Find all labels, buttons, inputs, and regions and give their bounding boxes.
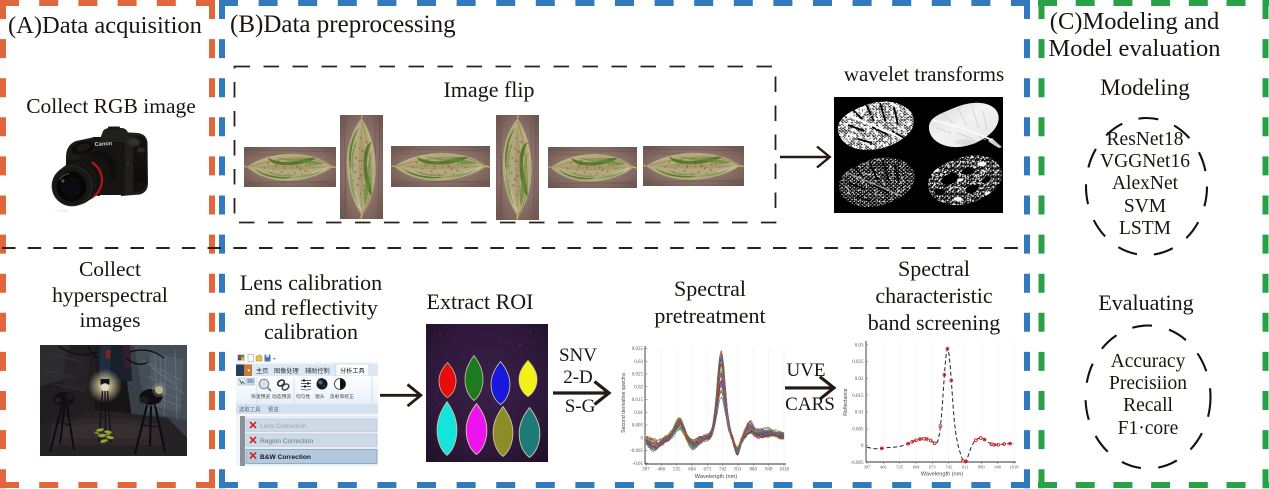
svg-text:742: 742: [719, 468, 727, 473]
svg-text:397: 397: [642, 468, 650, 473]
svg-text:0.03: 0.03: [634, 360, 643, 365]
svg-text:0.005: 0.005: [852, 427, 864, 432]
svg-text:535: 535: [673, 468, 681, 473]
svg-text:0.025: 0.025: [632, 373, 644, 378]
svg-text:535: 535: [896, 465, 903, 470]
svg-text:-0.005: -0.005: [630, 449, 643, 454]
svg-text:1018: 1018: [1010, 465, 1020, 470]
svg-text:0.005: 0.005: [632, 424, 644, 429]
svg-text:Wavelength (nm): Wavelength (nm): [921, 472, 964, 478]
svg-text:604: 604: [913, 465, 920, 470]
svg-text:反射率校正: 反射率校正: [330, 393, 354, 400]
svg-text:-0.005: -0.005: [851, 461, 864, 466]
svg-text:选取工具: 选取工具: [239, 406, 261, 414]
svg-text:Lens Correction: Lens Correction: [260, 423, 307, 430]
svg-text:880: 880: [978, 465, 985, 470]
svg-text:673: 673: [704, 468, 712, 473]
svg-text:466: 466: [658, 468, 666, 473]
svg-text:604: 604: [688, 468, 696, 473]
svg-text:Second derivative spectra: Second derivative spectra: [621, 373, 627, 433]
svg-text:0.025: 0.025: [852, 360, 864, 365]
svg-text:Region Correction: Region Correction: [260, 438, 313, 445]
svg-text:811: 811: [962, 465, 968, 470]
svg-text:0: 0: [641, 436, 644, 441]
svg-text:分析工具: 分析工具: [340, 367, 365, 375]
svg-text:Canon: Canon: [95, 141, 113, 148]
svg-text:673: 673: [929, 465, 936, 470]
svg-text:0: 0: [861, 444, 864, 449]
svg-text:949: 949: [765, 468, 773, 473]
svg-text:B&W Correction: B&W Correction: [260, 454, 311, 461]
svg-text:Wavelength (nm): Wavelength (nm): [695, 474, 738, 480]
svg-text:880: 880: [750, 468, 758, 473]
svg-text:949: 949: [994, 465, 1001, 470]
svg-text:0.02: 0.02: [634, 385, 643, 390]
svg-text:0.015: 0.015: [852, 394, 864, 399]
svg-text:742: 742: [945, 465, 952, 470]
svg-text:811: 811: [734, 468, 742, 473]
svg-text:主页: 主页: [256, 367, 268, 375]
svg-text:0.01: 0.01: [634, 411, 643, 416]
svg-text:0.03: 0.03: [855, 343, 864, 348]
svg-text:z.phote: z.phote: [55, 208, 69, 213]
svg-text:辅助控制: 辅助控制: [305, 367, 330, 375]
svg-text:镜头: 镜头: [315, 393, 325, 400]
svg-text:-0.01: -0.01: [633, 462, 644, 467]
svg-text:快速预览: 快速预览: [251, 393, 270, 400]
svg-text:Reflectance: Reflectance: [843, 388, 849, 416]
svg-text:0.035: 0.035: [632, 347, 644, 352]
svg-text:397: 397: [864, 465, 871, 470]
svg-text:图像处理: 图像处理: [274, 367, 299, 375]
svg-text:预览: 预览: [268, 406, 279, 414]
svg-text:1018: 1018: [779, 468, 790, 473]
svg-text:0.015: 0.015: [632, 398, 644, 403]
svg-text:0.01: 0.01: [855, 411, 864, 416]
svg-text:均匀性: 均匀性: [296, 393, 311, 400]
svg-text:466: 466: [880, 465, 887, 470]
svg-text:0.02: 0.02: [855, 377, 864, 382]
svg-text:动态预览: 动态预览: [272, 393, 291, 400]
